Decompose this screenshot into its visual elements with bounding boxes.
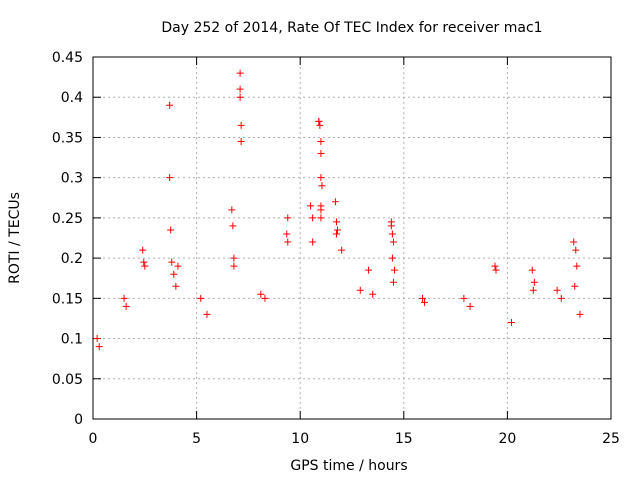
data-point	[332, 230, 340, 238]
data-point	[418, 294, 426, 302]
data-point	[139, 246, 147, 254]
axis-ticks: 0 0.05 0.1 0.15 0.2 0.25 0.3 0.35 0.4 0.45 0 5 10 15 2…	[52, 50, 620, 447]
data-point	[530, 278, 538, 286]
data-point	[93, 335, 101, 343]
data-point	[236, 85, 244, 93]
grid-lines	[93, 57, 611, 419]
y-tick-label: 0.3	[61, 171, 83, 187]
data-point	[170, 270, 178, 278]
plot-frame	[92, 56, 612, 420]
x-tick-label: 10	[291, 431, 309, 447]
data-point	[571, 282, 579, 290]
data-point	[573, 262, 581, 270]
y-tick-label: 0.25	[52, 211, 83, 227]
data-point	[309, 238, 317, 246]
data-point	[460, 294, 468, 302]
data-point	[318, 182, 326, 190]
data-point	[230, 254, 238, 262]
data-point	[387, 222, 395, 230]
data-point	[576, 310, 584, 318]
data-point	[257, 290, 265, 298]
data-point	[228, 206, 236, 214]
data-point	[389, 238, 397, 246]
data-point	[317, 174, 325, 182]
data-point	[284, 214, 292, 222]
data-point	[236, 69, 244, 77]
x-tick-label: 5	[192, 431, 201, 447]
data-point	[284, 238, 292, 246]
y-tick-label: 0.45	[52, 50, 83, 66]
data-point	[572, 246, 580, 254]
data-point	[317, 206, 325, 214]
data-point	[166, 174, 174, 182]
data-point	[141, 262, 149, 270]
x-tick-label: 0	[89, 431, 98, 447]
data-point	[140, 258, 148, 266]
data-point	[166, 101, 174, 109]
x-tick-label: 25	[602, 431, 620, 447]
data-point	[529, 286, 537, 294]
data-point	[236, 93, 244, 101]
data-point	[237, 137, 245, 145]
y-tick-label: 0.2	[61, 251, 83, 267]
data-point	[317, 214, 325, 222]
data-point	[390, 266, 398, 274]
y-tick-label: 0	[74, 412, 83, 428]
data-point	[315, 117, 323, 125]
y-tick-label: 0.15	[52, 291, 83, 307]
x-tick-label: 20	[498, 431, 516, 447]
data-point	[333, 226, 341, 234]
x-axis-label: GPS time / hours	[290, 458, 407, 474]
data-point	[261, 294, 269, 302]
y-tick-label: 0.4	[61, 90, 83, 106]
data-point	[528, 266, 536, 274]
data-point	[388, 230, 396, 238]
data-point	[203, 310, 211, 318]
y-tick-label: 0.1	[61, 332, 83, 348]
data-point	[421, 298, 429, 306]
data-point	[332, 218, 340, 226]
data-point	[172, 282, 180, 290]
data-point	[338, 246, 346, 254]
data-point	[307, 202, 315, 210]
data-point	[316, 121, 324, 129]
data-point	[229, 222, 237, 230]
y-tick-label: 0.35	[52, 130, 83, 146]
data-point	[388, 254, 396, 262]
data-point	[120, 294, 128, 302]
data-point	[317, 150, 325, 158]
data-point	[317, 137, 325, 145]
data-point	[230, 262, 238, 270]
data-point	[174, 262, 182, 270]
data-point	[508, 318, 516, 326]
data-point	[237, 121, 245, 129]
data-points	[93, 69, 584, 351]
data-point	[122, 302, 130, 310]
data-point	[331, 198, 339, 206]
data-point	[492, 266, 500, 274]
data-point	[491, 262, 499, 270]
data-point	[389, 278, 397, 286]
data-point	[557, 294, 565, 302]
data-point	[309, 214, 317, 222]
data-point	[167, 226, 175, 234]
data-point	[168, 258, 176, 266]
y-tick-label: 0.05	[52, 372, 83, 388]
data-point	[95, 343, 103, 351]
data-point	[197, 294, 205, 302]
data-point	[466, 302, 474, 310]
data-point	[365, 266, 373, 274]
x-tick-label: 15	[395, 431, 413, 447]
y-axis-label: ROTI / TECUs	[7, 192, 23, 284]
data-point	[283, 230, 291, 238]
data-point	[356, 286, 364, 294]
data-point	[553, 286, 561, 294]
chart-title: Day 252 of 2014, Rate Of TEC Index for r…	[161, 20, 542, 36]
data-point	[570, 238, 578, 246]
data-point	[369, 290, 377, 298]
